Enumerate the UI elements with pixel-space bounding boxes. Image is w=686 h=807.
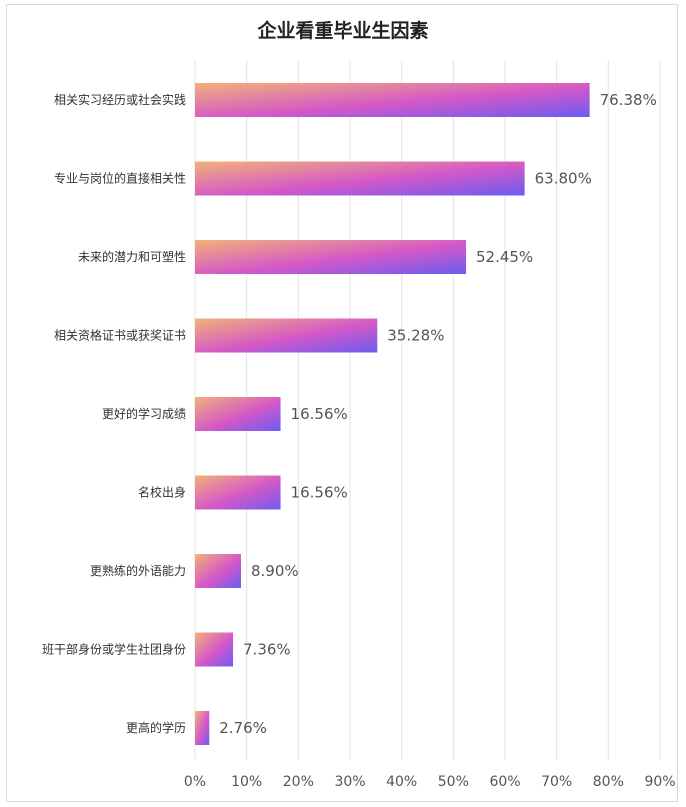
bar bbox=[195, 397, 281, 431]
bar bbox=[195, 83, 590, 117]
x-tick-label: 40% bbox=[386, 774, 417, 790]
bar bbox=[195, 240, 466, 274]
category-label: 未来的潜力和可塑性 bbox=[78, 249, 186, 264]
chart-frame bbox=[6, 4, 678, 802]
category-label: 班干部身份或学生社团身份 bbox=[42, 642, 186, 657]
bar bbox=[195, 632, 234, 667]
value-label: 16.56% bbox=[291, 405, 348, 423]
x-tick-label: 30% bbox=[334, 774, 365, 790]
category-label: 更好的学习成绩 bbox=[102, 406, 186, 421]
bar bbox=[195, 475, 281, 510]
bar bbox=[195, 554, 241, 588]
x-tick-label: 80% bbox=[593, 774, 624, 790]
value-label: 52.45% bbox=[476, 248, 533, 266]
category-label: 名校出身 bbox=[138, 485, 186, 500]
value-label: 16.56% bbox=[291, 484, 348, 502]
x-tick-label: 20% bbox=[283, 774, 314, 790]
x-tick-label: 50% bbox=[438, 774, 469, 790]
value-label: 35.28% bbox=[387, 327, 444, 345]
value-label: 7.36% bbox=[243, 641, 291, 659]
x-tick-label: 0% bbox=[184, 774, 206, 790]
value-label: 8.90% bbox=[251, 562, 299, 580]
x-tick-label: 90% bbox=[644, 774, 675, 790]
bar bbox=[195, 161, 525, 196]
value-label: 2.76% bbox=[219, 719, 267, 737]
bar bbox=[195, 711, 210, 745]
value-label: 63.80% bbox=[535, 170, 592, 188]
category-label: 更熟练的外语能力 bbox=[90, 563, 186, 578]
x-tick-label: 60% bbox=[489, 774, 520, 790]
bars: 相关实习经历或社会实践 76.38% 专业与岗位的直接相关性 63.80% 未来的潜力和… bbox=[42, 83, 657, 745]
value-label: 76.38% bbox=[600, 91, 657, 109]
category-label: 更高的学历 bbox=[126, 720, 186, 735]
chart-title: 企业看重毕业生因素 bbox=[257, 20, 429, 42]
bar bbox=[195, 318, 378, 353]
x-tick-label: 10% bbox=[231, 774, 262, 790]
x-axis-ticks: 0% 10% 20% 30% 40% 50% 60% 70% 80% 90% bbox=[184, 774, 676, 790]
category-label: 相关实习经历或社会实践 bbox=[54, 92, 186, 107]
category-label: 专业与岗位的直接相关性 bbox=[54, 171, 186, 186]
category-label: 相关资格证书或获奖证书 bbox=[54, 328, 186, 343]
x-tick-label: 70% bbox=[541, 774, 572, 790]
